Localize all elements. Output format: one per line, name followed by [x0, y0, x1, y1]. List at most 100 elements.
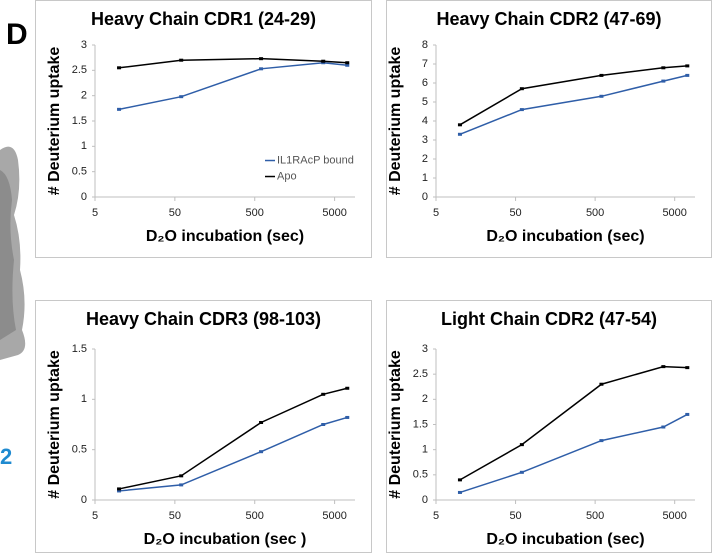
series-line [460, 414, 687, 492]
y-axis-label: # Deuterium uptake [46, 47, 63, 196]
x-tick-label: 5000 [322, 510, 346, 522]
data-point [179, 474, 183, 477]
x-tick-label: 50 [509, 207, 521, 219]
data-point [179, 59, 183, 62]
y-tick-label: 3 [81, 39, 87, 51]
data-point [661, 80, 665, 83]
data-point [259, 57, 263, 60]
data-point [661, 426, 665, 429]
data-point [259, 421, 263, 424]
data-point [520, 87, 524, 90]
chart-title: Heavy Chain CDR3 (98-103) [86, 309, 321, 329]
y-tick-label: 1 [422, 444, 428, 456]
y-tick-label: 2.5 [72, 64, 87, 76]
x-axis-label: D₂O incubation (sec) [486, 228, 644, 245]
y-tick-label: 3 [422, 134, 428, 146]
data-point [321, 393, 325, 396]
y-tick-label: 6 [422, 77, 428, 89]
x-tick-label: 50 [509, 510, 521, 522]
data-point [321, 423, 325, 426]
y-tick-label: 1.5 [72, 343, 87, 355]
data-point [259, 67, 263, 70]
legend-label: IL1RAcP bound [277, 154, 354, 166]
y-tick-label: 1 [81, 140, 87, 152]
data-point [685, 74, 689, 77]
panel-frame [36, 301, 372, 553]
data-point [321, 60, 325, 63]
x-tick-label: 500 [246, 207, 264, 219]
data-point [520, 471, 524, 474]
x-axis-label: D₂O incubation (sec) [146, 228, 304, 245]
series-line [119, 417, 347, 490]
data-point [179, 95, 183, 98]
data-point [661, 66, 665, 69]
x-tick-label: 500 [246, 510, 264, 522]
data-point [599, 74, 603, 77]
data-point [259, 450, 263, 453]
legend-label: Apo [277, 170, 297, 182]
data-point [685, 366, 689, 369]
data-point [345, 387, 349, 390]
data-point [345, 61, 349, 64]
x-tick-label: 5 [433, 207, 439, 219]
x-tick-label: 50 [169, 510, 181, 522]
y-axis-label: # Deuterium uptake [387, 350, 404, 499]
series-line [460, 367, 687, 480]
x-tick-label: 50 [169, 207, 181, 219]
chart-title: Heavy Chain CDR2 (47-69) [436, 9, 661, 29]
y-tick-label: 8 [422, 39, 428, 51]
panel-label: D [6, 18, 28, 51]
x-axis-label: D₂O incubation (sec ) [144, 531, 307, 548]
y-tick-label: 0 [422, 494, 428, 506]
x-tick-label: 5 [92, 510, 98, 522]
data-point [117, 108, 121, 111]
data-point [685, 413, 689, 416]
y-tick-label: 0 [81, 494, 87, 506]
data-point [599, 439, 603, 442]
data-point [117, 487, 121, 490]
y-tick-label: 4 [422, 115, 428, 127]
data-point [458, 123, 462, 126]
y-tick-label: 0 [81, 191, 87, 203]
y-tick-label: 0.5 [72, 166, 87, 178]
data-point [685, 64, 689, 67]
y-tick-label: 1.5 [413, 418, 428, 430]
data-point [458, 478, 462, 481]
y-tick-label: 2 [422, 153, 428, 165]
data-point [520, 108, 524, 111]
series-line [460, 66, 687, 125]
data-point [599, 383, 603, 386]
y-axis-label: # Deuterium uptake [387, 47, 404, 196]
y-tick-label: 1 [81, 393, 87, 405]
data-point [179, 483, 183, 486]
y-tick-label: 2.5 [413, 368, 428, 380]
data-point [661, 365, 665, 368]
y-tick-label: 2 [422, 393, 428, 405]
y-tick-label: 3 [422, 343, 428, 355]
x-tick-label: 500 [586, 207, 604, 219]
page: D 2 Heavy Chain CDR1 (24-29) # Deuterium … [0, 0, 725, 553]
data-point [520, 443, 524, 446]
y-tick-label: 0 [422, 191, 428, 203]
y-tick-label: 0.5 [72, 444, 87, 456]
data-point [117, 66, 121, 69]
data-point [599, 95, 603, 98]
figure: D 2 Heavy Chain CDR1 (24-29) # Deuterium … [0, 0, 725, 553]
x-tick-label: 5000 [662, 207, 686, 219]
chart-title: Heavy Chain CDR1 (24-29) [91, 9, 316, 29]
x-tick-label: 5000 [662, 510, 686, 522]
y-tick-label: 1.5 [72, 115, 87, 127]
data-point [345, 416, 349, 419]
series-line [119, 63, 347, 110]
series-line [119, 388, 347, 489]
x-tick-label: 5 [433, 510, 439, 522]
y-tick-label: 2 [81, 90, 87, 102]
panel-frame [387, 1, 712, 258]
y-axis-label: # Deuterium uptake [46, 350, 63, 499]
y-tick-label: 5 [422, 96, 428, 108]
side-text: 2 [0, 444, 12, 469]
chart-title: Light Chain CDR2 (47-54) [441, 309, 657, 329]
y-tick-label: 1 [422, 172, 428, 184]
x-tick-label: 5 [92, 207, 98, 219]
x-axis-label: D₂O incubation (sec) [486, 531, 644, 548]
